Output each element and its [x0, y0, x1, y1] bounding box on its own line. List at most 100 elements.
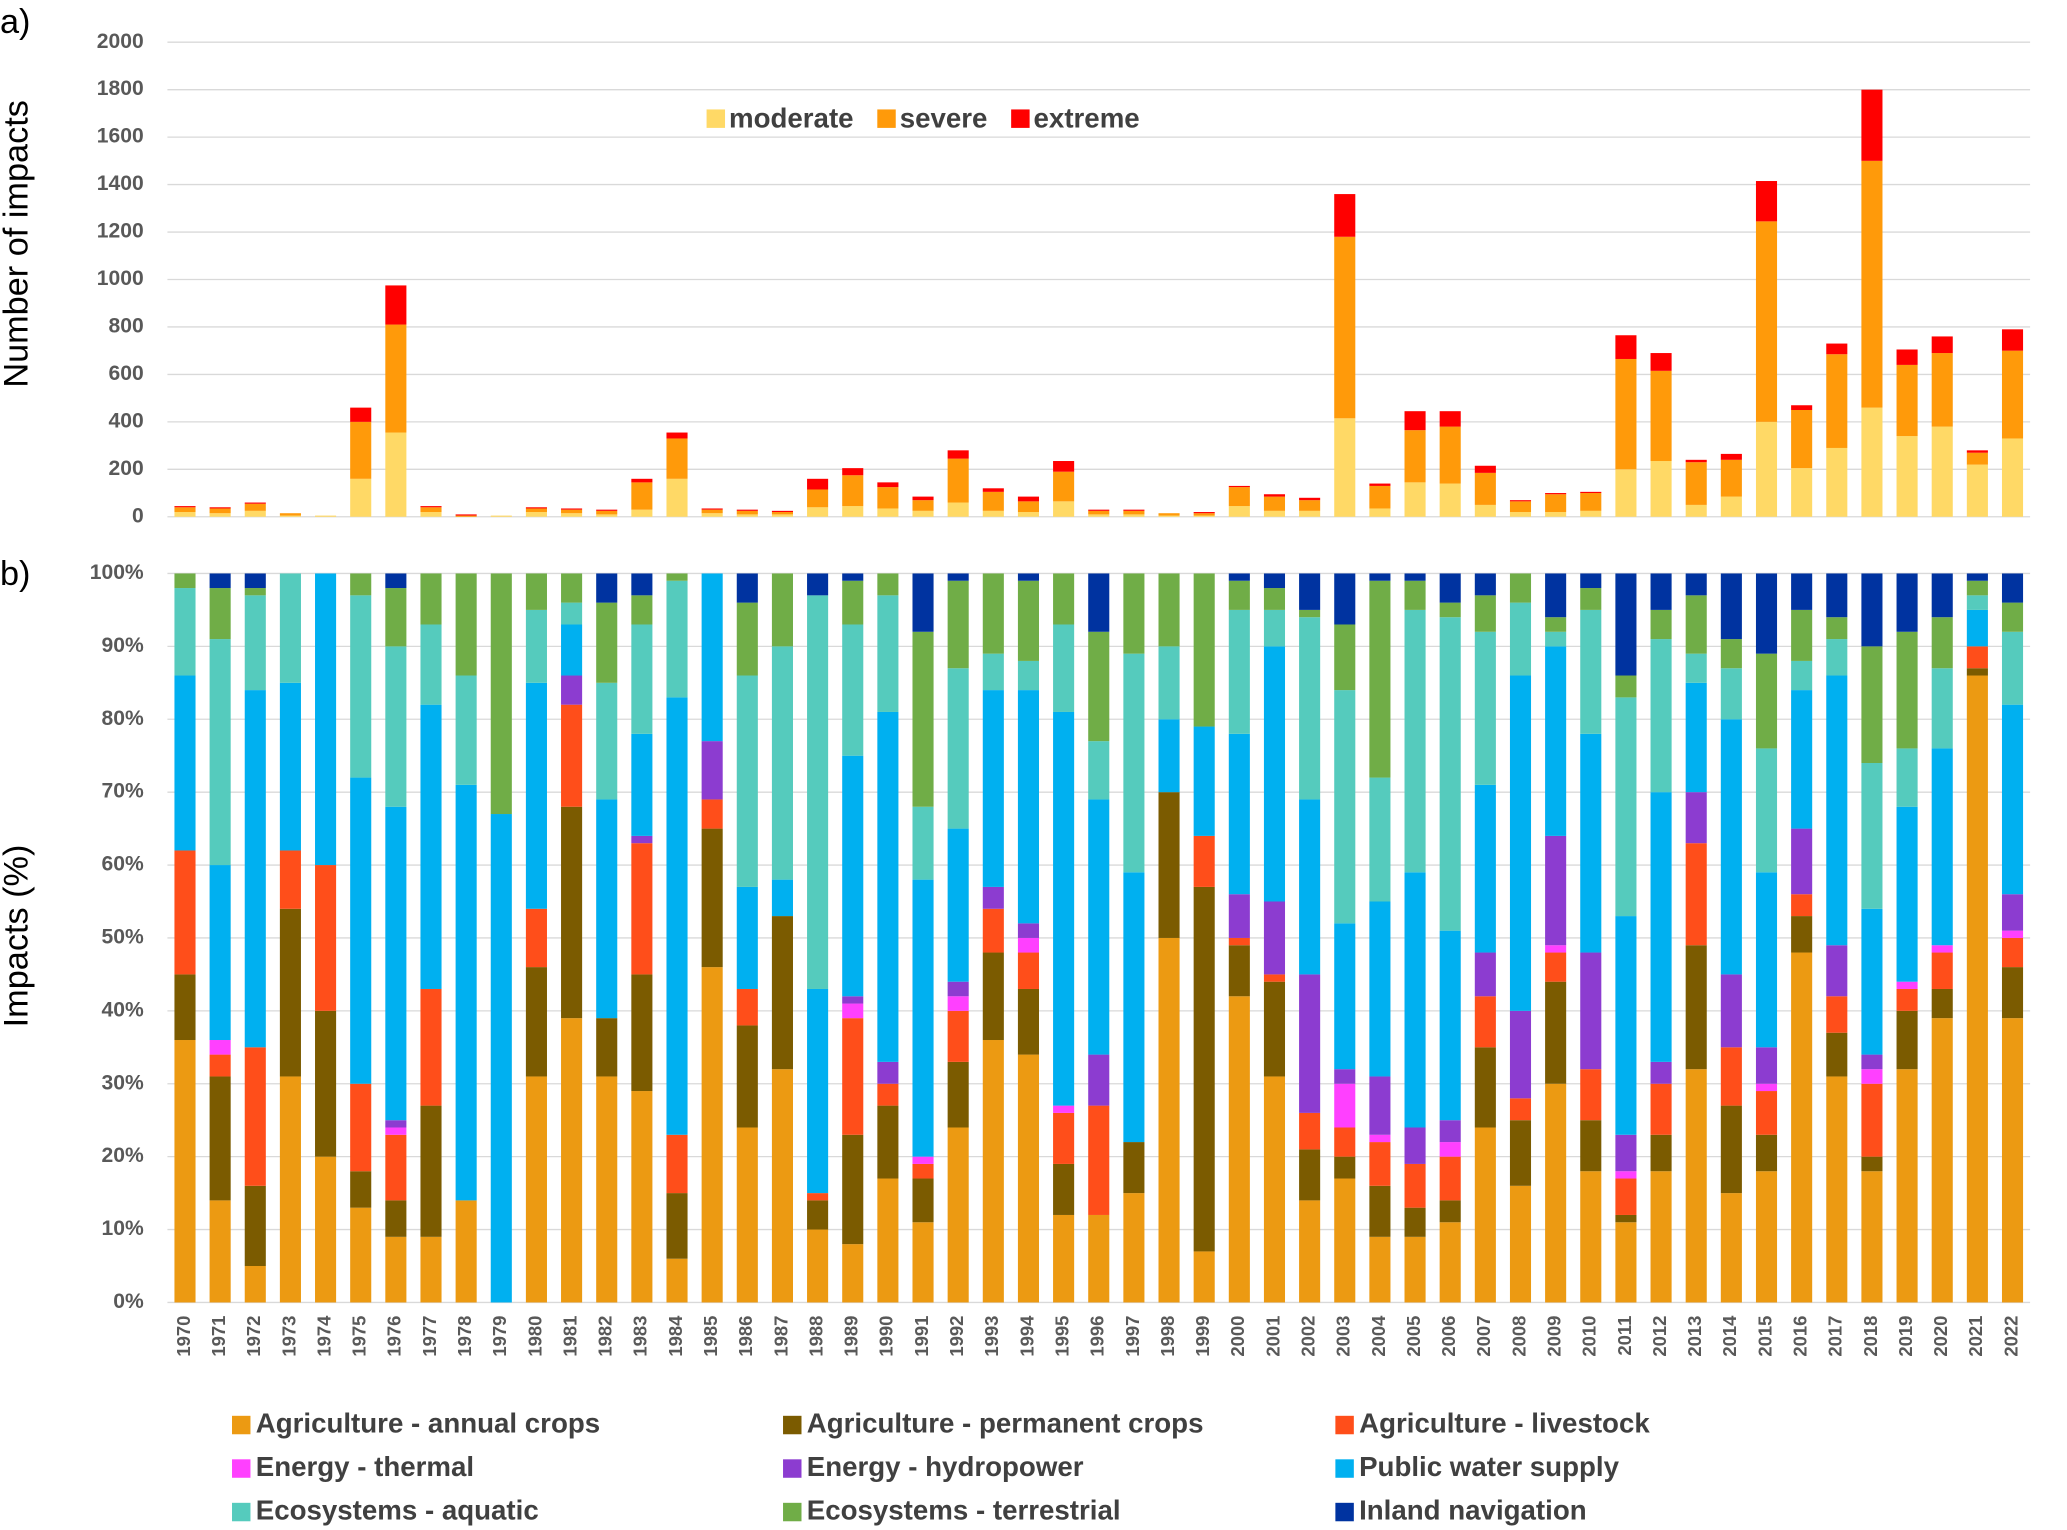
bar-segment	[1369, 1142, 1391, 1186]
bar-segment	[1545, 646, 1567, 836]
bar-segment	[315, 1156, 337, 1303]
y-tick-label: 90%	[102, 634, 144, 657]
legend-swatch	[1335, 1459, 1354, 1478]
y-tick-label: 1400	[97, 172, 144, 195]
x-tick-label: 2007	[1473, 1316, 1494, 1357]
bar-segment	[1615, 1178, 1637, 1215]
bar-segment	[982, 952, 1004, 1041]
bar-segment	[1158, 937, 1180, 1303]
bar-segment	[1334, 418, 1356, 517]
bar-segment	[420, 573, 442, 625]
bar-segment	[1474, 465, 1496, 473]
bar-segment	[2001, 930, 2024, 938]
bar-segment	[1545, 631, 1567, 647]
y-tick-label: 400	[109, 409, 144, 432]
bar-segment	[1474, 784, 1496, 953]
bar-segment	[701, 573, 723, 742]
bar-segment	[174, 506, 196, 508]
bar-segment	[1966, 646, 1988, 669]
bar-segment	[771, 510, 793, 513]
bar-segment	[1509, 675, 1532, 1011]
bar-segment	[1439, 573, 1461, 603]
y-tick-label: 60%	[102, 853, 144, 876]
x-tick-label: 2016	[1790, 1316, 1811, 1357]
bar-segment	[2001, 1018, 2024, 1303]
bar-segment	[631, 835, 653, 844]
bar-segment	[1685, 843, 1707, 946]
bar-segment	[315, 865, 337, 1011]
bar-segment	[1791, 573, 1813, 610]
bar-segment	[596, 509, 618, 511]
bar-segment	[1615, 573, 1637, 676]
bar-segment	[1755, 1091, 1778, 1135]
bar-segment	[1474, 1127, 1496, 1303]
bar-segment	[1017, 501, 1040, 513]
bar-segment	[1966, 675, 1988, 1303]
bar-segment	[1966, 464, 1988, 517]
legend-label: Agriculture - annual crops	[256, 1407, 600, 1438]
bar-segment	[1580, 733, 1602, 953]
bar-segment	[1650, 573, 1672, 610]
bar-segment	[1615, 916, 1637, 1135]
bar-segment	[771, 916, 793, 1070]
bar-segment	[174, 974, 196, 1041]
bar-segment	[1615, 1134, 1637, 1172]
bar-segment	[1474, 573, 1496, 596]
bar-segment	[1650, 609, 1672, 640]
legend-label: Agriculture - livestock	[1359, 1407, 1650, 1438]
bar-segment	[385, 285, 407, 325]
bar-segment	[350, 421, 372, 479]
bar-segment	[736, 675, 758, 887]
bar-segment	[1404, 609, 1426, 873]
bar-segment	[1826, 617, 1848, 640]
bar-segment	[1053, 1112, 1075, 1164]
bar-segment	[1791, 952, 1813, 1303]
bar-segment	[1931, 336, 1953, 354]
bar-segment	[1193, 1251, 1215, 1303]
bar-segment	[1545, 945, 1567, 953]
bar-segment	[244, 1185, 266, 1266]
bar-segment	[1685, 459, 1707, 463]
bar-segment	[1580, 493, 1602, 511]
bar-segment	[666, 1258, 688, 1303]
bar-segment	[842, 468, 864, 476]
x-tick-label: 1987	[770, 1316, 791, 1357]
bar-segment	[596, 573, 618, 603]
bar-segment	[1228, 573, 1250, 581]
bar-segment	[279, 1076, 301, 1303]
y-tick-label: 10%	[102, 1217, 144, 1240]
bar-segment	[596, 799, 618, 1019]
bar-segment	[1755, 221, 1778, 422]
bar-segment	[525, 508, 547, 513]
x-tick-label: 1989	[841, 1316, 862, 1357]
bar-segment	[1580, 588, 1602, 610]
bar-segment	[1580, 1120, 1602, 1172]
legend-label: severe	[900, 102, 988, 133]
bar-segment	[877, 1083, 899, 1106]
bar-segment	[2001, 602, 2024, 632]
bar-segment	[1580, 510, 1602, 517]
bar-segment	[279, 573, 301, 683]
bar-segment	[596, 602, 618, 683]
bar-segment	[1509, 512, 1532, 517]
bar-segment	[1861, 908, 1883, 1055]
bar-segment	[1791, 916, 1813, 953]
bar-segment	[1685, 462, 1707, 505]
x-tick-label: 2017	[1825, 1316, 1846, 1357]
legend-swatch	[706, 109, 726, 128]
x-tick-label: 2006	[1438, 1316, 1459, 1357]
bar-segment	[1791, 894, 1813, 917]
y-tick-label: 1800	[97, 77, 144, 100]
bar-segment	[279, 515, 301, 517]
bar-segment	[631, 482, 653, 510]
bar-segment	[807, 988, 829, 1194]
bar-segment	[1369, 485, 1391, 509]
bar-segment	[912, 806, 934, 880]
x-tick-label: 1978	[454, 1316, 475, 1357]
x-tick-label: 2020	[1930, 1316, 1951, 1357]
bar-segment	[561, 573, 583, 603]
bar-segment	[1334, 1069, 1356, 1084]
bar-segment	[736, 988, 758, 1026]
y-tick-label: 0	[132, 504, 144, 527]
bar-segment	[1263, 974, 1286, 982]
